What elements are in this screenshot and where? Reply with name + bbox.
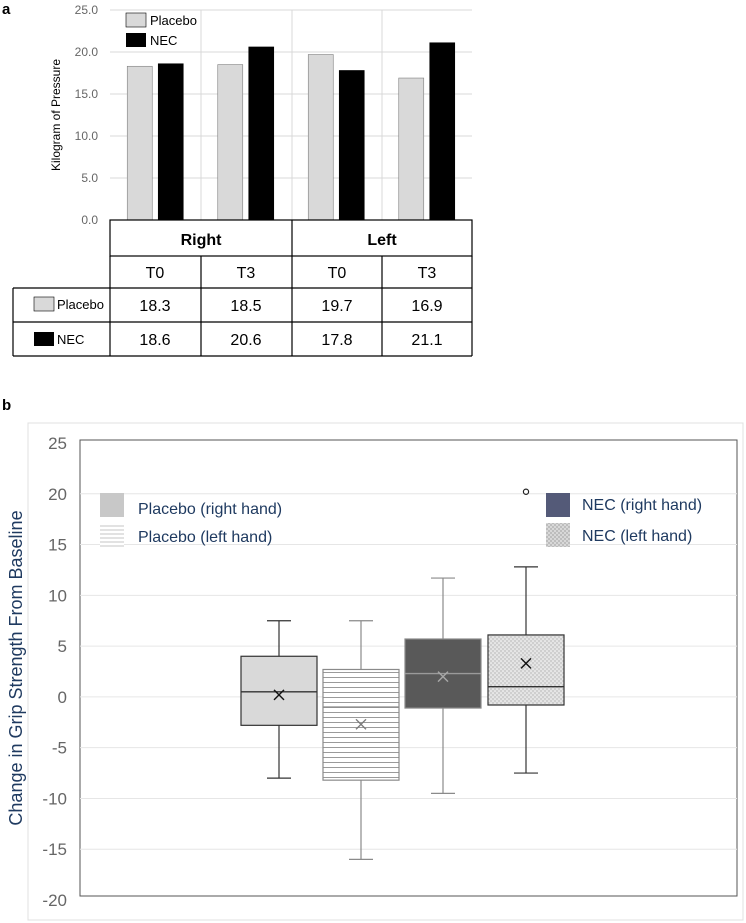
box-iqr bbox=[240, 655, 318, 726]
table-group-right: Right bbox=[181, 232, 223, 249]
y-tick-label: -5 bbox=[52, 739, 67, 758]
y-tick-label: 0.0 bbox=[81, 213, 98, 227]
panel-a-y-ticks: 0.0 5.0 10.0 15.0 20.0 25.0 bbox=[75, 3, 99, 227]
panel-b-plot-area bbox=[79, 439, 738, 897]
panel-a-legend: Placebo NEC bbox=[125, 12, 197, 48]
boxplot-3 bbox=[487, 488, 565, 774]
bar-nec-1 bbox=[248, 46, 275, 221]
legend-nec-left-label: NEC (left hand) bbox=[582, 528, 692, 545]
boxplot-1 bbox=[322, 620, 400, 860]
legend-nec-left-swatch bbox=[546, 523, 570, 547]
y-tick-label: 10 bbox=[48, 586, 67, 605]
panel-b-y-axis-label: Change in Grip Strength From Baseline bbox=[6, 510, 26, 825]
panel-b-legend: Placebo (right hand) Placebo (left hand)… bbox=[100, 493, 702, 547]
y-tick-label: -20 bbox=[42, 891, 67, 910]
y-tick-label: 15.0 bbox=[75, 87, 99, 101]
panel-a-y-axis-label: Kilogram of Pressure bbox=[49, 59, 63, 171]
bar-nec-2 bbox=[338, 70, 365, 221]
table-cell: 21.1 bbox=[411, 332, 442, 349]
legend-placebo-swatch bbox=[125, 12, 147, 28]
y-tick-label: 5 bbox=[58, 637, 67, 656]
table-col-header: T0 bbox=[146, 265, 165, 282]
legend-placebo-label: Placebo bbox=[150, 13, 197, 28]
panel-b-frame bbox=[27, 422, 744, 921]
mean-marker bbox=[437, 671, 449, 683]
boxplot-2 bbox=[404, 577, 482, 794]
table-col-header: T3 bbox=[418, 265, 437, 282]
legend-nec-swatch bbox=[126, 33, 146, 47]
panel-a-data-table: Right Left T0 T3 T0 T3 Placebo 18.3 18.5… bbox=[12, 219, 473, 357]
y-tick-label: -15 bbox=[42, 840, 67, 859]
table-placebo-swatch bbox=[33, 296, 55, 312]
legend-nec-right-label: NEC (right hand) bbox=[582, 497, 702, 514]
bar-placebo-3 bbox=[398, 77, 425, 221]
outlier-point bbox=[522, 488, 530, 495]
mean-marker bbox=[520, 657, 532, 669]
y-tick-label: -10 bbox=[42, 789, 67, 808]
y-tick-label: 15 bbox=[48, 536, 67, 555]
table-cell: 18.6 bbox=[139, 332, 170, 349]
y-tick-label: 20.0 bbox=[75, 45, 99, 59]
bar-placebo-2 bbox=[307, 54, 334, 221]
y-tick-label: 20 bbox=[48, 485, 67, 504]
y-tick-label: 25.0 bbox=[75, 3, 99, 17]
table-cell: 19.7 bbox=[321, 298, 352, 315]
y-tick-label: 0 bbox=[58, 688, 67, 707]
table-cell: 17.8 bbox=[321, 332, 352, 349]
table-col-header: T3 bbox=[237, 265, 256, 282]
panel-a-label: a bbox=[2, 1, 11, 18]
bar-placebo-1 bbox=[217, 64, 244, 221]
legend-placebo-right-swatch bbox=[100, 493, 124, 517]
table-col-header: T0 bbox=[328, 265, 347, 282]
box-iqr bbox=[487, 634, 565, 706]
legend-nec-right-swatch bbox=[546, 493, 570, 517]
legend-placebo-left-label: Placebo (left hand) bbox=[138, 529, 272, 546]
panel-a-bars bbox=[126, 42, 456, 221]
boxplot-0 bbox=[240, 620, 318, 779]
y-tick-label: 10.0 bbox=[75, 129, 99, 143]
legend-placebo-right-label: Placebo (right hand) bbox=[138, 501, 282, 518]
mean-marker bbox=[273, 689, 285, 701]
table-row-label-nec: NEC bbox=[57, 332, 84, 347]
legend-nec-label: NEC bbox=[150, 33, 177, 48]
table-nec-swatch bbox=[34, 332, 54, 346]
panel-b-y-ticks: -20 -15 -10 -5 0 5 10 15 20 25 bbox=[42, 434, 67, 910]
bar-nec-0 bbox=[157, 63, 184, 221]
mean-marker bbox=[355, 718, 367, 730]
bar-nec-3 bbox=[429, 42, 456, 221]
panel-b-label: b bbox=[2, 397, 11, 414]
y-tick-label: 25 bbox=[48, 434, 67, 453]
bar-placebo-0 bbox=[126, 65, 153, 221]
table-row-label-placebo: Placebo bbox=[57, 297, 104, 312]
table-cell: 20.6 bbox=[230, 332, 261, 349]
table-group-left: Left bbox=[367, 232, 397, 249]
y-tick-label: 5.0 bbox=[81, 171, 98, 185]
legend-placebo-left-swatch bbox=[100, 523, 124, 547]
table-cell: 18.5 bbox=[230, 298, 261, 315]
panel-b-boxplots bbox=[240, 488, 565, 860]
table-cell: 18.3 bbox=[139, 298, 170, 315]
table-cell: 16.9 bbox=[411, 298, 442, 315]
